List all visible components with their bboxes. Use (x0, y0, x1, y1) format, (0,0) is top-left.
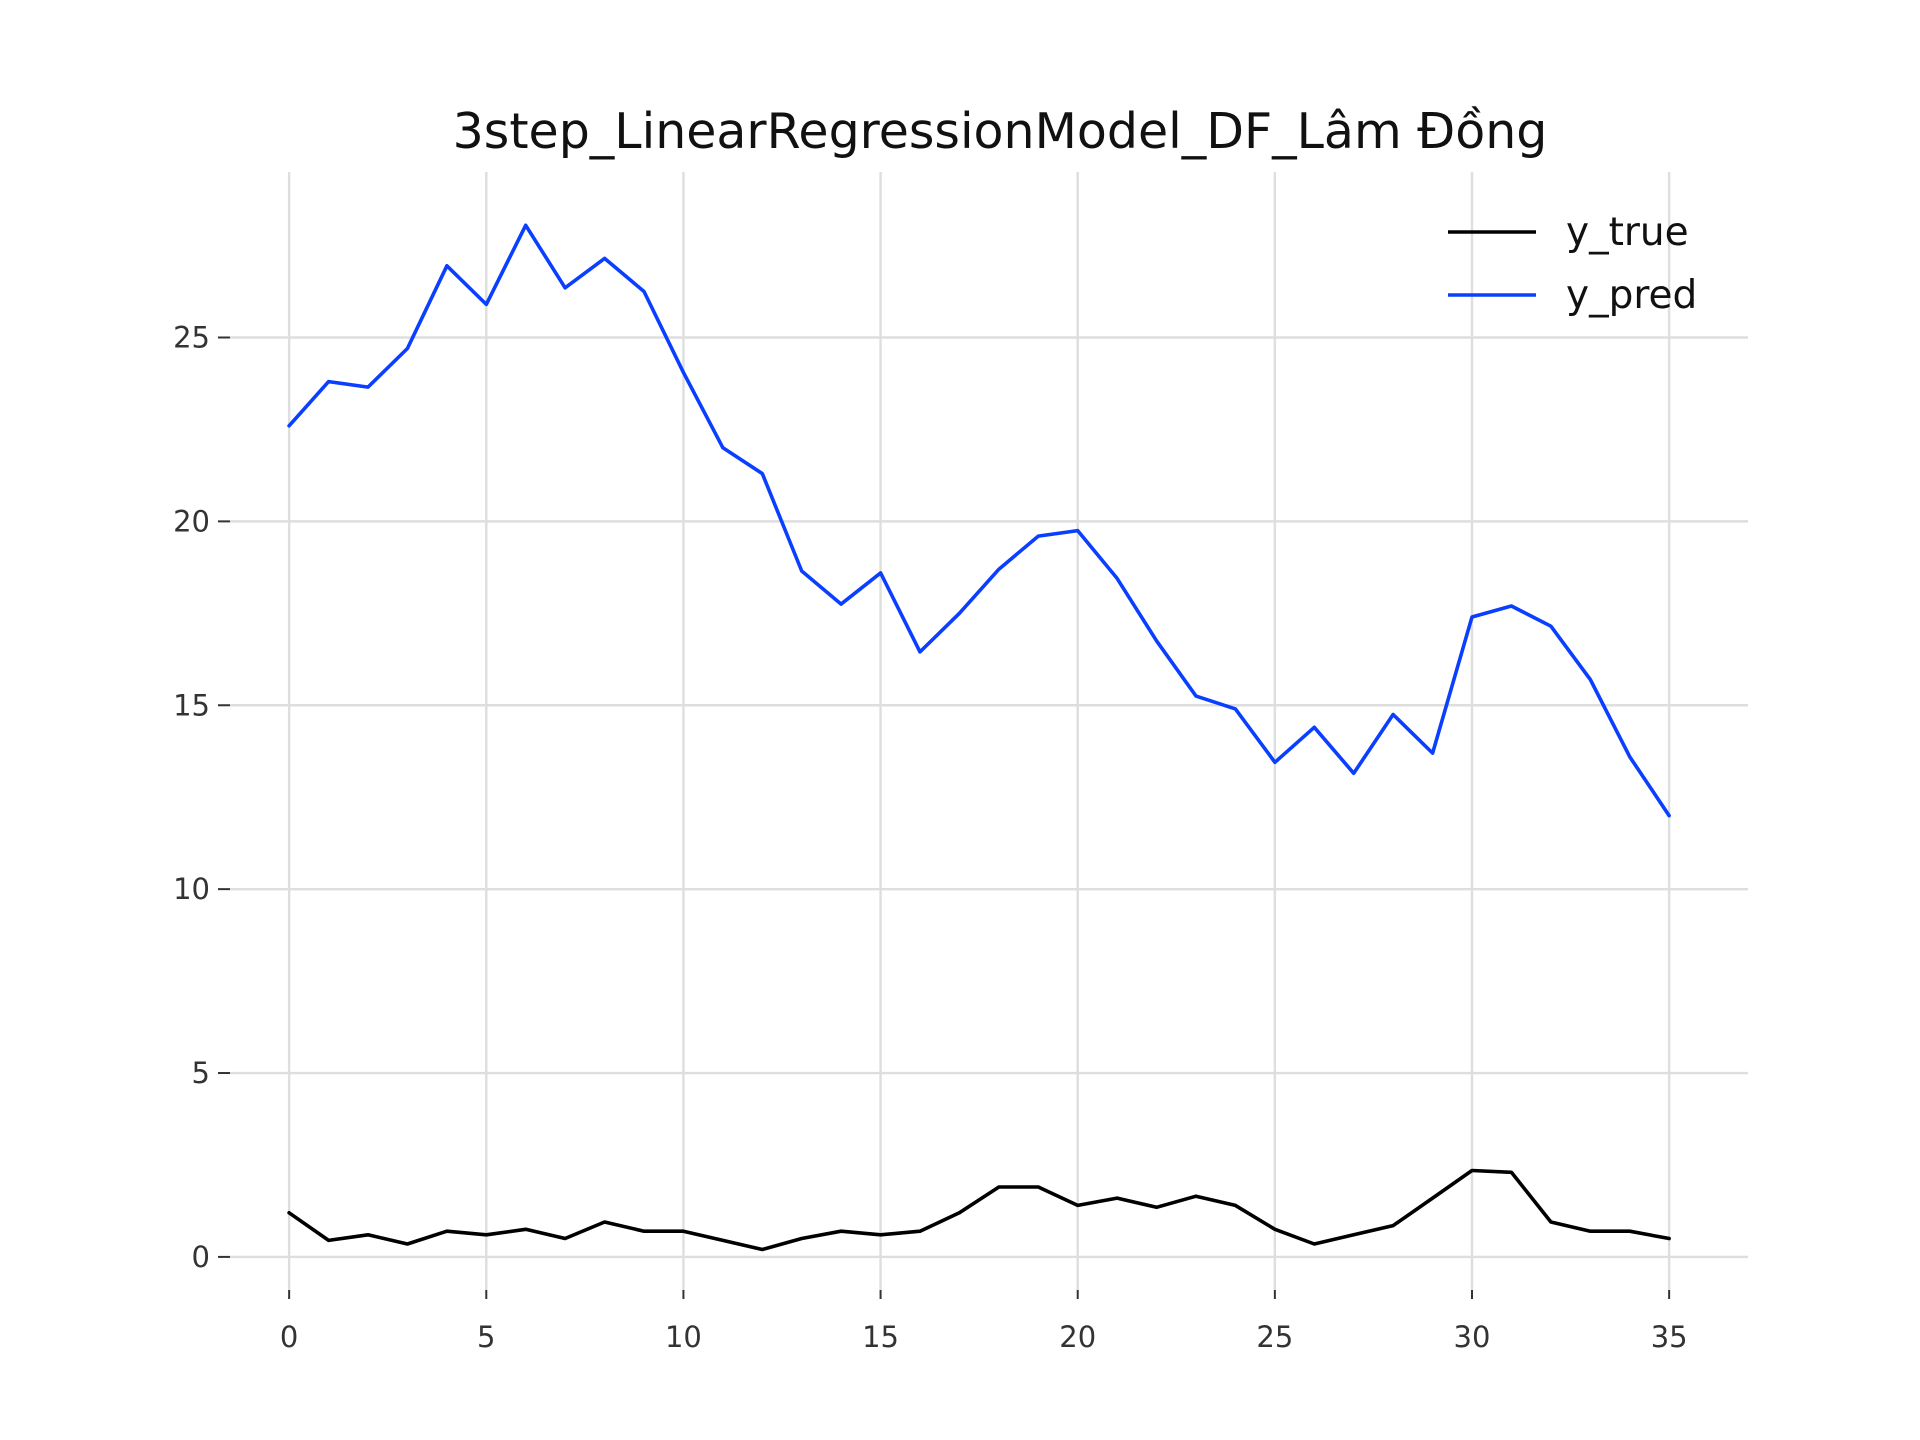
axes: 0 5 10 15 20 25 30 35 0 5 10 15 20 25 (173, 320, 1688, 1354)
x-tick-label: 10 (665, 1320, 702, 1354)
x-tick-label: 25 (1256, 1320, 1293, 1354)
series-lines (287, 223, 1671, 1252)
legend: y_true y_pred (1448, 210, 1697, 318)
x-tick-label: 15 (862, 1320, 899, 1354)
x-tick-label: 30 (1454, 1320, 1491, 1354)
y-tick-label: 20 (173, 504, 210, 538)
series-line-y-pred (287, 223, 1671, 818)
legend-label: y_true (1566, 210, 1689, 255)
x-tick-label: 0 (280, 1320, 298, 1354)
y-tick-label: 0 (192, 1240, 210, 1274)
y-tick-label: 15 (173, 688, 210, 722)
y-tick-label: 25 (173, 320, 210, 354)
series-line-y-true (287, 1168, 1671, 1252)
grid (230, 172, 1748, 1290)
y-tick-label: 10 (173, 872, 210, 906)
x-tick-label: 20 (1059, 1320, 1096, 1354)
legend-label: y_pred (1566, 273, 1697, 318)
x-tick-label: 35 (1651, 1320, 1688, 1354)
chart-title: 3step_LinearRegressionModel_DF_Lâm Đồng (453, 103, 1548, 160)
x-tick-label: 5 (477, 1320, 495, 1354)
y-tick-label: 5 (192, 1056, 210, 1090)
